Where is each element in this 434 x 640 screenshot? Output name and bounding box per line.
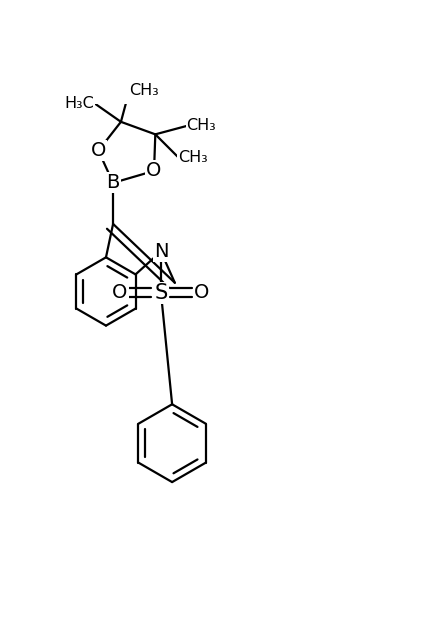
Text: CH₃: CH₃ xyxy=(186,118,216,134)
Text: B: B xyxy=(106,173,119,193)
Text: O: O xyxy=(112,283,127,302)
Text: O: O xyxy=(146,161,161,180)
Text: S: S xyxy=(154,283,167,303)
Text: O: O xyxy=(91,141,106,160)
Text: O: O xyxy=(194,283,209,302)
Text: H₃C: H₃C xyxy=(65,96,94,111)
Text: CH₃: CH₃ xyxy=(129,83,159,98)
Text: CH₃: CH₃ xyxy=(178,150,207,164)
Text: N: N xyxy=(153,242,168,261)
